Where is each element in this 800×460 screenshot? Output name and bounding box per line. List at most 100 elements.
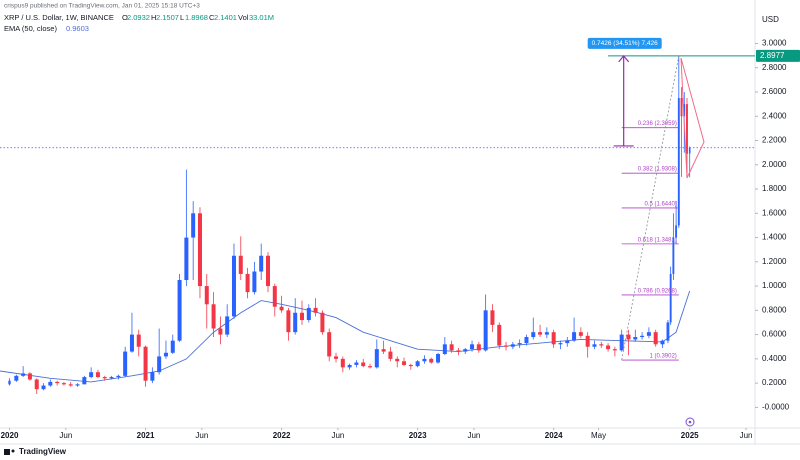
- author-line: crispus9 published on TradingView.com, J…: [4, 3, 200, 10]
- candle-body: [531, 332, 536, 338]
- fib-label: 0.786 (0.9268): [638, 289, 677, 295]
- candle-body: [347, 364, 352, 368]
- candle-body: [231, 255, 236, 317]
- candle-body: [666, 322, 670, 341]
- candle-body: [55, 381, 60, 384]
- candle-body: [612, 349, 617, 351]
- candle-body: [354, 362, 359, 365]
- candle-body: [456, 350, 461, 352]
- candle-body: [27, 373, 32, 380]
- quote-key: Vol: [238, 13, 249, 22]
- candle-body: [286, 310, 291, 333]
- candle-body: [75, 384, 80, 386]
- plot: 0.236 (2.3059)0.382 (1.9308)0.5 (1.6440)…: [0, 37, 755, 395]
- candle-body: [300, 312, 304, 321]
- candle-body: [381, 349, 386, 352]
- candle-body: [157, 356, 162, 373]
- fib-label: 0.236 (2.3059): [638, 121, 677, 127]
- price-label: 2.8977: [760, 51, 785, 60]
- logo-mark: [4, 449, 10, 455]
- y-tick-label: 2.6000: [762, 87, 787, 96]
- candle-body: [490, 310, 495, 325]
- x-tick-label: 2021: [137, 431, 155, 440]
- y-tick-label: 0.4000: [762, 354, 787, 363]
- y-tick-label: 0.6000: [762, 330, 787, 339]
- y-tick-label: 3.0000: [762, 39, 787, 48]
- y-tick-label: 1.6000: [762, 208, 787, 217]
- measure-box: [587, 37, 662, 49]
- candle-body: [388, 351, 393, 359]
- candle-body: [395, 358, 400, 362]
- x-tick-label: 2024: [545, 431, 563, 440]
- candle-body: [218, 328, 223, 335]
- y-tick-label: -0.0000: [762, 402, 790, 411]
- candle-body: [163, 352, 168, 357]
- price-label-box: [756, 49, 800, 62]
- y-tick-label: 1.0000: [762, 281, 787, 290]
- candle-body: [524, 337, 529, 344]
- quote-value: 1.8968: [185, 13, 208, 22]
- candle-body: [293, 312, 298, 333]
- candle-body: [592, 344, 597, 347]
- candle-body: [184, 237, 189, 281]
- x-tick-label: 2020: [1, 431, 19, 440]
- candle-body: [517, 343, 522, 345]
- candle-body: [89, 372, 94, 378]
- candle-body: [116, 375, 121, 378]
- candle-body: [572, 332, 577, 341]
- candle-body: [436, 354, 441, 363]
- candle-body: [129, 334, 134, 352]
- ema-line: [0, 290, 691, 383]
- candle-body: [136, 334, 141, 347]
- candle-body: [558, 343, 563, 345]
- candle-body: [170, 340, 175, 353]
- x-tick-label: Jun: [740, 431, 753, 440]
- event-marker-dot: [688, 420, 692, 424]
- candle-body: [368, 366, 373, 368]
- footer-brand: TradingView: [19, 447, 67, 456]
- candle-body: [646, 332, 651, 336]
- measure-label: 0.7426 (34.51%) 7,426: [592, 40, 659, 47]
- candle-body: [191, 213, 196, 238]
- logo-mark: [11, 449, 15, 453]
- x-tick-label: Jun: [195, 431, 208, 440]
- candle-body: [361, 362, 366, 367]
- candle-body: [313, 307, 318, 313]
- quote-key: C: [209, 13, 215, 22]
- y-tick-label: 2.0000: [762, 160, 787, 169]
- candle-body: [660, 340, 665, 345]
- candle-body: [150, 372, 155, 381]
- candle-body: [374, 349, 379, 368]
- candle-body: [408, 364, 413, 367]
- candle-body: [504, 345, 509, 347]
- candle-body: [449, 344, 454, 351]
- candle-body: [197, 213, 202, 287]
- candle-body: [61, 383, 66, 385]
- candle-body: [442, 344, 447, 355]
- candle-body: [510, 344, 515, 347]
- candle-body: [82, 377, 87, 385]
- quote-value: 2.1507: [156, 13, 179, 22]
- candle-body: [21, 373, 26, 376]
- x-tick-label: Jun: [467, 431, 480, 440]
- candle-body: [14, 375, 19, 381]
- measure-head: [618, 54, 630, 63]
- candle-body: [463, 349, 468, 352]
- trend-line: [621, 55, 680, 361]
- candle-body: [143, 346, 148, 381]
- x-tick-label: 2022: [273, 431, 291, 440]
- candle-body: [177, 280, 182, 341]
- candle-body: [252, 271, 257, 293]
- candle-body: [470, 344, 475, 350]
- quote-value: 33.01M: [249, 13, 274, 22]
- quote-value: 2.0932: [127, 13, 150, 22]
- candle-body: [41, 385, 46, 390]
- candle-body: [48, 381, 53, 386]
- x-tick-label: 2025: [681, 431, 699, 440]
- currency: USD: [762, 15, 779, 24]
- ema-label: EMA (50, close): [4, 24, 57, 33]
- event-marker[interactable]: [685, 417, 695, 427]
- candle-body: [626, 334, 631, 340]
- x-tick-label: 2023: [409, 431, 427, 440]
